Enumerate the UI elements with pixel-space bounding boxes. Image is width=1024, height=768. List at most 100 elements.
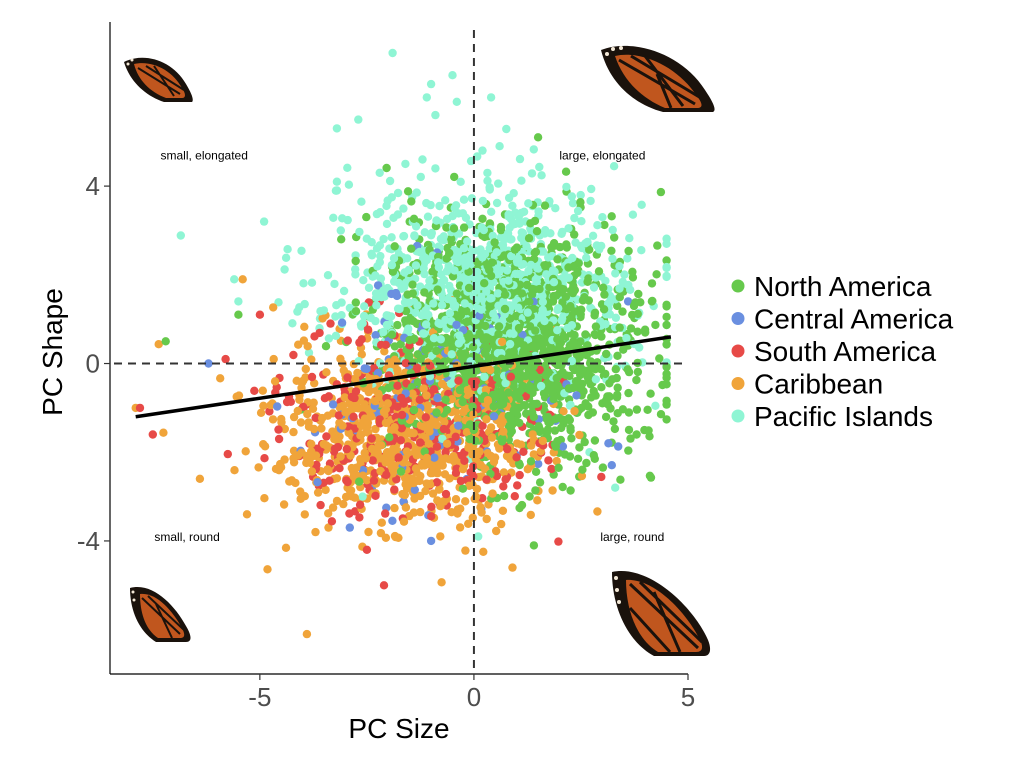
- point-north-america: [634, 289, 643, 299]
- y-tick-label: 0: [86, 349, 100, 379]
- point-pacific-islands: [611, 269, 620, 278]
- point-north-america: [568, 383, 578, 393]
- point-north-america: [492, 366, 501, 375]
- butterfly-wing-bottom-left: [130, 586, 191, 642]
- point-pacific-islands: [458, 209, 468, 218]
- point-south-america: [355, 513, 364, 522]
- point-central-america: [558, 442, 568, 451]
- point-north-america: [662, 302, 671, 311]
- point-north-america: [613, 301, 622, 311]
- point-north-america: [553, 255, 562, 264]
- point-south-america: [499, 482, 508, 491]
- point-caribbean: [371, 424, 380, 434]
- point-north-america: [531, 467, 541, 476]
- point-north-america: [433, 285, 442, 294]
- point-caribbean: [441, 454, 450, 463]
- point-caribbean: [367, 444, 377, 454]
- point-pacific-islands: [451, 201, 461, 210]
- point-caribbean: [527, 441, 536, 450]
- point-north-america: [570, 330, 579, 340]
- point-pacific-islands: [537, 171, 546, 180]
- point-pacific-islands: [507, 235, 516, 244]
- point-north-america: [645, 471, 655, 480]
- point-north-america: [608, 375, 617, 384]
- point-pacific-islands: [351, 270, 360, 279]
- point-pacific-islands: [570, 213, 579, 223]
- point-south-america: [274, 425, 283, 434]
- point-caribbean: [318, 413, 327, 423]
- point-north-america: [525, 322, 535, 331]
- point-pacific-islands: [380, 292, 389, 301]
- point-south-america: [381, 340, 390, 350]
- point-south-america: [342, 444, 351, 454]
- legend-item: North America: [731, 271, 932, 302]
- point-pacific-islands: [564, 224, 573, 233]
- butterfly-wing-bottom-right: [612, 571, 711, 656]
- point-north-america: [465, 435, 474, 444]
- point-caribbean: [353, 368, 362, 378]
- point-pacific-islands: [382, 201, 391, 211]
- point-caribbean: [402, 484, 412, 493]
- y-axis-ticks: -4 0 4: [77, 171, 110, 556]
- point-north-america: [662, 340, 671, 349]
- point-pacific-islands: [359, 311, 369, 321]
- point-north-america: [526, 219, 535, 228]
- point-caribbean: [526, 510, 535, 520]
- point-caribbean: [274, 466, 284, 475]
- point-pacific-islands: [519, 207, 529, 216]
- point-caribbean: [307, 439, 316, 449]
- point-pacific-islands: [388, 48, 397, 58]
- point-central-america: [273, 402, 282, 411]
- point-pacific-islands: [507, 251, 516, 261]
- point-north-america: [403, 187, 413, 196]
- point-caribbean: [321, 485, 330, 495]
- point-pacific-islands: [505, 339, 515, 349]
- point-caribbean: [476, 503, 485, 512]
- point-pacific-islands: [389, 254, 399, 263]
- point-pacific-islands: [526, 260, 536, 270]
- point-north-america: [494, 330, 503, 339]
- legend-label: South America: [754, 336, 937, 367]
- legend-item: South America: [731, 336, 937, 367]
- point-north-america: [581, 330, 590, 339]
- point-north-america: [488, 390, 498, 400]
- legend-item: Caribbean: [731, 369, 883, 400]
- point-pacific-islands: [259, 217, 269, 226]
- point-pacific-islands: [372, 301, 381, 310]
- point-central-america: [433, 393, 442, 403]
- point-north-america: [492, 373, 502, 382]
- point-pacific-islands: [461, 261, 470, 270]
- point-north-america: [591, 330, 600, 340]
- point-caribbean: [281, 543, 291, 552]
- point-caribbean: [499, 468, 509, 477]
- point-caribbean: [497, 418, 507, 427]
- point-pacific-islands: [589, 283, 599, 292]
- point-north-america: [515, 418, 524, 428]
- point-caribbean: [462, 428, 472, 437]
- point-north-america: [483, 261, 492, 271]
- point-north-america: [568, 363, 578, 372]
- point-pacific-islands: [601, 320, 610, 329]
- point-north-america: [600, 290, 609, 299]
- point-pacific-islands: [517, 228, 526, 237]
- point-north-america: [441, 395, 450, 404]
- point-north-america: [652, 270, 661, 279]
- point-caribbean: [415, 491, 425, 501]
- point-caribbean: [319, 439, 328, 449]
- point-caribbean: [476, 461, 485, 470]
- point-central-america: [604, 439, 613, 448]
- point-caribbean: [440, 417, 449, 427]
- point-caribbean: [296, 418, 306, 427]
- point-south-america: [451, 432, 460, 441]
- point-caribbean: [360, 400, 369, 409]
- point-caribbean: [461, 497, 470, 506]
- point-north-america: [607, 246, 616, 255]
- point-north-america: [420, 447, 429, 456]
- point-caribbean: [313, 488, 323, 497]
- point-pacific-islands: [379, 327, 388, 337]
- point-pacific-islands: [373, 262, 382, 271]
- point-pacific-islands: [488, 231, 497, 241]
- point-pacific-islands: [364, 283, 374, 292]
- point-caribbean: [293, 406, 302, 416]
- point-pacific-islands: [448, 297, 457, 306]
